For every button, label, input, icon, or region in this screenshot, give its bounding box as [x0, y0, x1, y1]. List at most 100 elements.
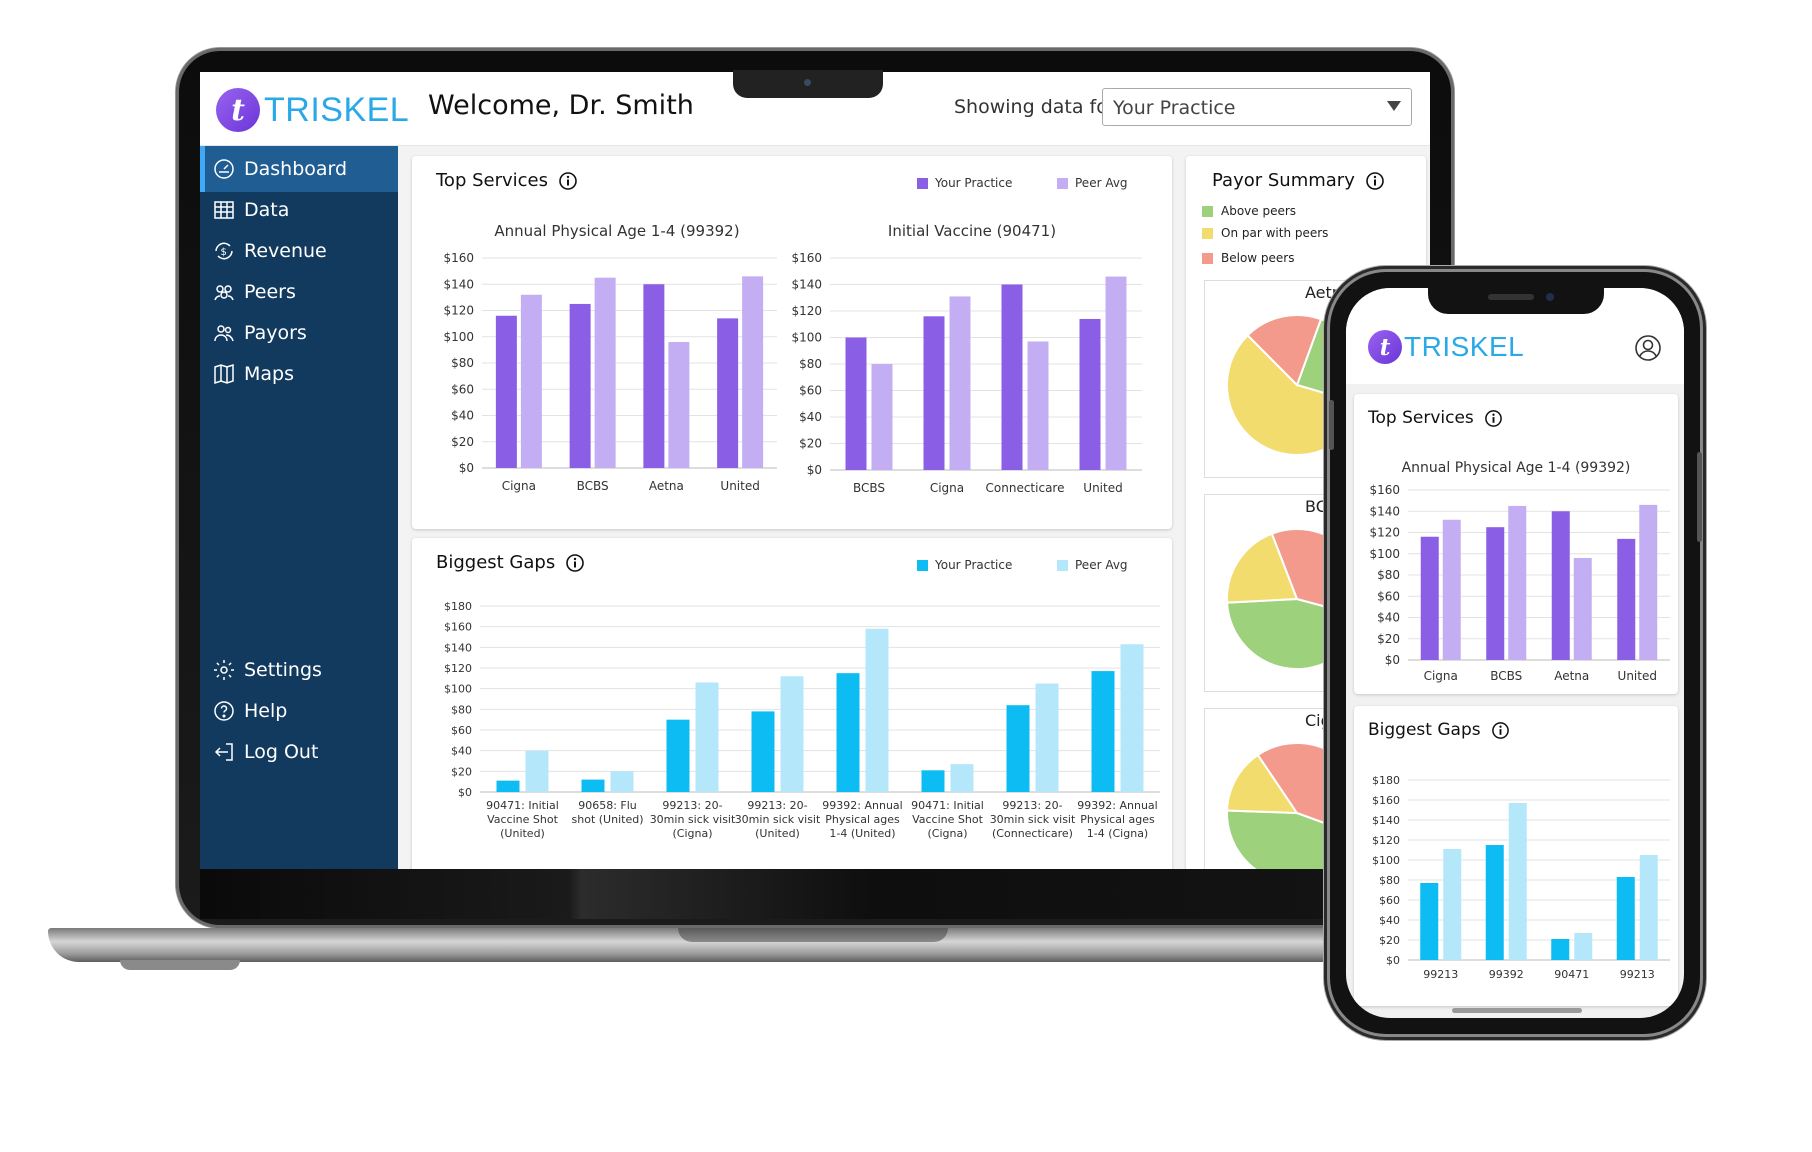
y-tick-label: $40	[799, 410, 822, 424]
y-tick-label: $40	[451, 409, 474, 423]
x-tick-label: 90471: Initial	[911, 799, 984, 812]
bar	[1091, 671, 1115, 792]
x-tick-label: 90471	[1554, 968, 1589, 981]
practice-select[interactable]: Your Practice	[1102, 88, 1412, 126]
x-tick-label: 99392: Annual	[822, 799, 902, 812]
bar	[949, 296, 971, 470]
pie-slice	[1226, 753, 1299, 815]
bar	[923, 316, 945, 470]
y-tick-label: $60	[799, 384, 822, 398]
y-tick-label: $20	[1379, 934, 1400, 947]
card-title-text: Biggest Gaps	[436, 552, 556, 573]
bar	[1105, 276, 1127, 470]
legend-swatch	[1057, 559, 1068, 571]
bar	[610, 771, 634, 792]
y-tick-label: $60	[1379, 894, 1400, 907]
bar	[520, 294, 542, 468]
bar	[836, 673, 860, 792]
laptop-lower-bezel	[200, 869, 1430, 919]
phone-screen: t TRISKEL Top Services Annual Physical A…	[1346, 288, 1684, 1018]
sidebar-item-revenue[interactable]: $ Revenue	[200, 228, 398, 274]
bar	[1120, 644, 1144, 792]
y-tick-label: $0	[459, 461, 474, 475]
info-icon[interactable]	[565, 553, 585, 573]
legend-on-par: On par with peers	[1202, 226, 1328, 240]
sidebar-item-label: Peers	[244, 281, 296, 303]
bar	[1551, 939, 1570, 960]
svg-text:$: $	[221, 247, 227, 258]
sidebar-item-dashboard[interactable]: Dashboard	[200, 146, 398, 192]
y-tick-label: $120	[1369, 526, 1400, 540]
bar	[1639, 855, 1658, 960]
bar	[1616, 877, 1635, 960]
bar	[921, 770, 945, 792]
x-tick-label: shot (United)	[572, 813, 644, 826]
y-tick-label: $60	[451, 724, 472, 737]
y-tick-label: $180	[1372, 774, 1400, 787]
info-icon[interactable]	[1365, 171, 1385, 191]
y-tick-label: $40	[1377, 611, 1400, 625]
top-services-title: Top Services	[436, 170, 578, 191]
y-tick-label: $40	[451, 745, 472, 758]
card-title-text: Top Services	[436, 170, 548, 191]
phone-brand-logo[interactable]: t TRISKEL	[1368, 330, 1524, 364]
legend-label: Peer Avg	[1075, 176, 1128, 190]
info-icon[interactable]	[1491, 721, 1510, 740]
y-tick-label: $140	[444, 641, 472, 654]
x-tick-label: 99213: 20-	[662, 799, 722, 812]
y-tick-label: $120	[443, 304, 474, 318]
bar	[950, 764, 974, 792]
y-tick-label: $160	[444, 621, 472, 634]
sidebar-item-label: Log Out	[244, 741, 319, 763]
y-tick-label: $100	[1372, 854, 1400, 867]
y-tick-label: $120	[1372, 834, 1400, 847]
x-tick-label: 99213: 20-	[1002, 799, 1062, 812]
bar	[1551, 511, 1570, 660]
annual-physical-chart: $0 $20 $40 $60 $80 $100 $120 $140 $160 Cigna BCBS A…	[443, 251, 777, 493]
biggest-gaps-card: Biggest Gaps Your Practice Peer Avg $0 $2…	[412, 538, 1172, 869]
initial-vaccine-chart: $0 $20 $40 $60 $80 $100 $120 $140 $160 BCBS Cigna C…	[791, 251, 1142, 495]
y-tick-label: $180	[444, 600, 472, 613]
x-tick-label: 30min sick visit	[735, 813, 821, 826]
legend-swatch	[1202, 252, 1213, 264]
sidebar-item-label: Help	[244, 700, 288, 722]
user-circle-icon[interactable]	[1634, 334, 1662, 362]
legend-your-practice: Your Practice	[917, 558, 1012, 572]
y-tick-label: $160	[1372, 794, 1400, 807]
biggest-gaps-chart: $0 $20 $40 $60 $80 $100 $120 $140 $160 $180 90471:…	[444, 600, 1160, 840]
y-tick-label: $80	[1379, 874, 1400, 887]
handshake-icon	[214, 325, 234, 342]
sidebar-item-label: Maps	[244, 363, 294, 385]
y-tick-label: $20	[451, 765, 472, 778]
group-icon	[214, 285, 234, 301]
legend-swatch	[1202, 205, 1213, 217]
phone-notch	[1428, 284, 1604, 314]
sidebar-item-data[interactable]: Data	[200, 187, 398, 233]
home-indicator	[1452, 1008, 1582, 1013]
sidebar-item-payors[interactable]: Payors	[200, 310, 398, 356]
sidebar-item-peers[interactable]: Peers	[200, 269, 398, 315]
sidebar-item-logout[interactable]: Log Out	[200, 729, 398, 775]
logo-mark-icon: t	[216, 88, 260, 132]
sidebar-item-maps[interactable]: Maps	[200, 351, 398, 397]
bar	[695, 682, 719, 792]
brand-logo[interactable]: t TRISKEL	[216, 88, 409, 132]
bar	[1006, 705, 1030, 792]
bar	[717, 318, 739, 468]
x-tick-label: 1-4 (United)	[829, 827, 895, 840]
showing-data-label: Showing data for	[954, 96, 1116, 118]
sidebar-item-settings[interactable]: Settings	[200, 647, 398, 693]
bar	[569, 303, 591, 468]
x-tick-label: United	[720, 479, 759, 493]
bar	[742, 276, 764, 468]
info-icon[interactable]	[1484, 409, 1503, 428]
legend-peer-avg: Peer Avg	[1057, 558, 1128, 572]
card-title-text: Payor Summary	[1212, 170, 1355, 191]
y-tick-label: $60	[451, 382, 474, 396]
bar	[1079, 318, 1101, 470]
sidebar-item-help[interactable]: Help	[200, 688, 398, 734]
info-icon[interactable]	[558, 171, 578, 191]
bar	[865, 628, 889, 792]
y-tick-label: $60	[1377, 589, 1400, 603]
bar	[1035, 683, 1059, 792]
